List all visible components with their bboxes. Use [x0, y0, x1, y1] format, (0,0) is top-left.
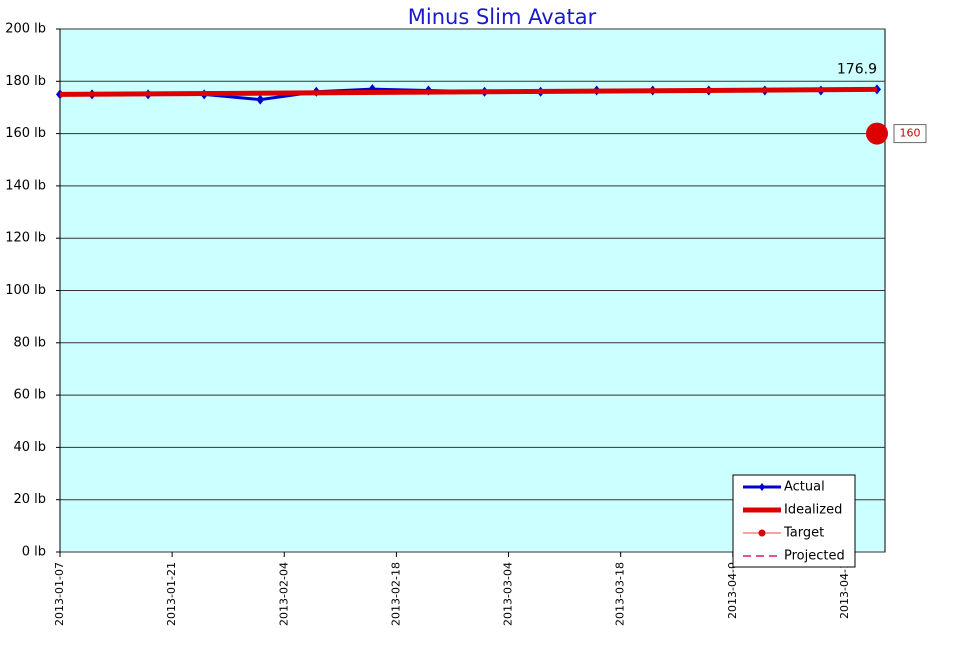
value-label: 176.9: [837, 61, 877, 77]
y-tick-label: 20 lb: [13, 492, 46, 507]
legend-label: Actual: [784, 480, 825, 495]
y-tick-label: 160 lb: [5, 126, 46, 141]
idealized-line: [59, 86, 878, 97]
y-tick-label: 140 lb: [5, 178, 46, 193]
x-tick-label: 2013-04-1: [838, 562, 851, 619]
legend-swatch: [759, 483, 765, 491]
y-tick-label: 0 lb: [22, 545, 46, 560]
target-label-box: [893, 124, 927, 144]
x-tick-label: 2013-03-18: [614, 562, 627, 626]
y-tick-label: 200 lb: [5, 22, 46, 37]
legend-label: Idealized: [784, 503, 842, 518]
y-tick-label: 80 lb: [13, 335, 46, 350]
x-tick-label: 2013-02-04: [277, 562, 290, 626]
x-tick-label: 2013-04-0: [726, 562, 739, 619]
legend-swatch: [758, 529, 766, 537]
target-label: 160: [899, 127, 920, 140]
y-tick-label: 120 lb: [5, 231, 46, 246]
y-tick-label: 180 lb: [5, 74, 46, 89]
y-tick-label: 100 lb: [5, 283, 46, 298]
x-tick-label: 2013-01-21: [165, 562, 178, 626]
legend-box: [732, 474, 856, 568]
legend-label: Target: [783, 526, 824, 541]
x-tick-label: 2013-02-18: [389, 562, 402, 626]
target-marker: [865, 122, 888, 145]
y-tick-label: 40 lb: [13, 440, 46, 455]
legend-label: Projected: [784, 549, 845, 564]
actual-marker: [256, 94, 265, 105]
x-tick-label: 2013-01-07: [53, 562, 66, 626]
y-tick-label: 60 lb: [13, 388, 46, 403]
x-tick-label: 2013-03-04: [502, 562, 515, 626]
chart-title: Minus Slim Avatar: [408, 5, 597, 29]
